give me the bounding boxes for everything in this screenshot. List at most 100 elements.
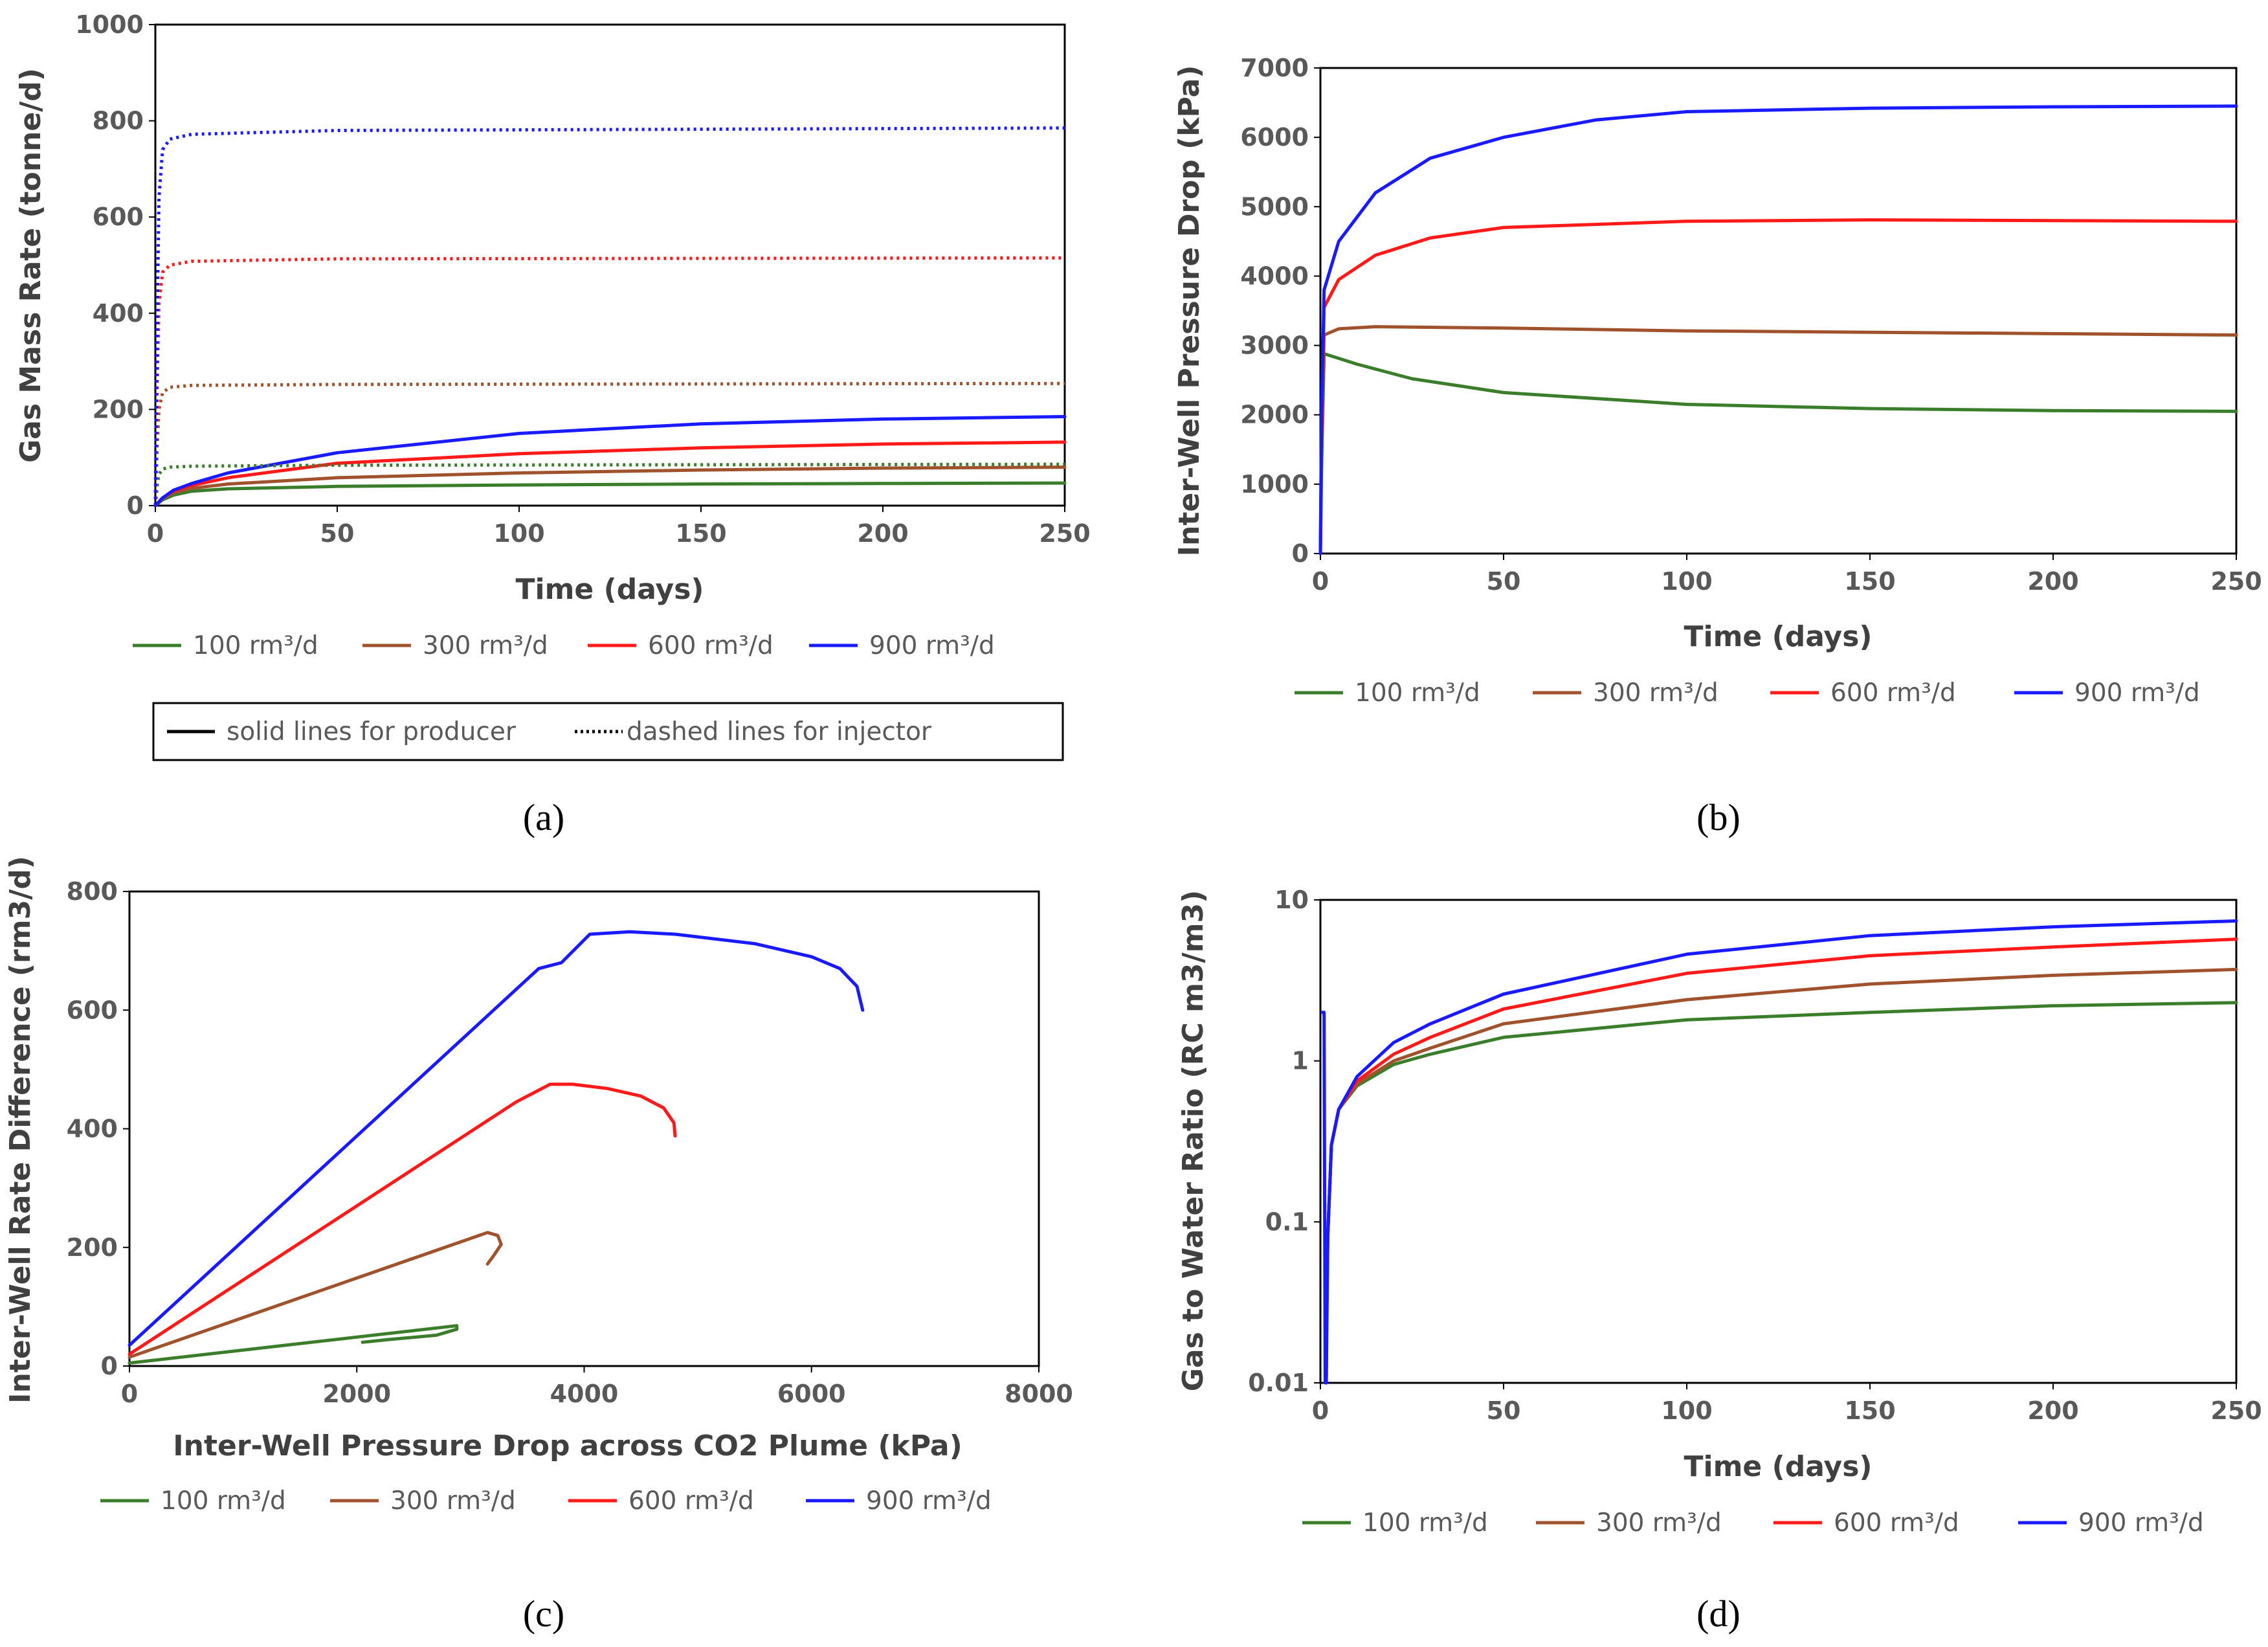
x-tick-label-a-5: 250 [1039,519,1090,548]
y-tick-label-d-0: 0.01 [1248,1369,1309,1397]
legend-label-600-a: 600 rm³/d [648,631,773,660]
x-tick-label-c-0: 0 [121,1380,138,1408]
legend-label-600-d: 600 rm³/d [1834,1508,1959,1538]
legend-label-300-c: 300 rm³/d [390,1486,516,1516]
x-tick-label-a-2: 100 [493,519,544,548]
x-tick-label-c-2: 4000 [550,1380,619,1408]
dotted-line-note: dashed lines for injector [627,717,932,746]
legend-label-300-a: 300 rm³/d [423,631,548,660]
legend-a: 100 rm³/d 300 rm³/d 600 rm³/d 900 rm³/d [133,631,995,660]
x-axis-title-c: Inter-Well Pressure Drop across CO2 Plum… [173,1429,962,1462]
series-line-b-900 [1318,104,2238,555]
plot-area-c [128,890,1040,1367]
legend-label-100-b: 100 rm³/d [1355,678,1480,708]
plot-area-a [154,23,1066,507]
x-tick-label-a-1: 50 [320,519,355,548]
x-tick-label-b-1: 50 [1487,567,1521,596]
y-tick-label-a-4: 800 [93,107,144,135]
x-tick-label-b-0: 0 [1312,567,1329,596]
y-tick-label-c-0: 0 [101,1352,118,1380]
caption-c: (c) [523,1593,564,1635]
y-tick-label-b-5: 5000 [1240,192,1309,221]
caption-d: (d) [1696,1593,1740,1635]
y-axis-title-a: Gas Mass Rate (tonne/d) [14,68,47,463]
legend-label-900-c: 900 rm³/d [866,1486,992,1516]
solid-line-note: solid lines for producer [227,717,517,746]
x-tick-label-c-3: 6000 [777,1380,846,1408]
series-line-b-100 [1318,352,2238,555]
series-line-d-100 [1324,1001,2238,1385]
x-tick-label-b-4: 200 [2027,567,2078,596]
x-axis-title-b: Time (days) [1684,620,1872,653]
x-axis-title-d: Time (days) [1684,1450,1872,1483]
series-line-c-100 [128,1324,459,1365]
x-tick-label-d-2: 100 [1661,1396,1712,1425]
legend-d: 100 rm³/d 300 rm³/d 600 rm³/d 900 rm³/d [1302,1508,2204,1538]
x-tick-label-d-5: 250 [2210,1396,2262,1425]
x-tick-label-a-3: 150 [675,519,726,548]
legend-label-900-a: 900 rm³/d [869,631,995,660]
legend-b: 100 rm³/d 300 rm³/d 600 rm³/d 900 rm³/d [1295,678,2200,708]
legend-label-600-b: 600 rm³/d [1830,678,1956,708]
line-style-note-box [152,702,1064,761]
series-line-a-producer-100 [153,481,1067,508]
x-tick-label-b-3: 150 [1844,567,1895,596]
legend-label-100-a: 100 rm³/d [193,631,318,660]
caption-a: (a) [523,796,564,838]
plot-area-b [1319,67,2238,555]
series-line-c-900 [128,930,865,1347]
y-tick-label-b-3: 3000 [1240,331,1309,360]
legend-label-300-d: 300 rm³/d [1596,1508,1722,1538]
y-axis-title-c: Inter-Well Rate Difference (rm3/d) [4,856,37,1404]
y-tick-label-a-1: 200 [93,395,144,423]
y-tick-label-a-0: 0 [127,491,144,520]
x-tick-label-c-4: 8000 [1005,1380,1073,1408]
x-tick-label-a-0: 0 [147,519,164,548]
x-tick-label-b-2: 100 [1661,567,1712,596]
y-tick-label-a-5: 1000 [75,10,144,39]
y-tick-label-b-6: 6000 [1240,123,1309,151]
chart-panel-d: Time (days) Gas to Water Ratio (RC m3/m3… [1177,886,2262,1635]
legend-label-900-d: 900 rm³/d [2078,1508,2204,1538]
y-tick-label-d-2: 1 [1292,1047,1309,1075]
x-tick-label-d-1: 50 [1487,1396,1521,1425]
y-tick-label-a-3: 600 [93,203,144,231]
legend-label-100-d: 100 rm³/d [1362,1508,1488,1538]
series-line-b-300 [1318,325,2238,555]
chart-panel-b: Time (days) Inter-Well Pressure Drop (kP… [1173,54,2262,838]
y-tick-label-b-1: 1000 [1240,470,1309,499]
y-tick-label-c-3: 600 [67,996,118,1024]
series-line-c-300 [128,1231,503,1359]
x-tick-label-a-4: 200 [857,519,908,548]
y-tick-label-b-4: 4000 [1240,262,1309,290]
y-tick-label-c-4: 800 [67,877,118,906]
y-tick-label-b-2: 2000 [1240,401,1309,429]
y-tick-label-c-2: 400 [67,1115,118,1143]
series-line-d-300 [1324,967,2238,1385]
series-line-a-producer-600 [153,440,1067,508]
legend-c: 100 rm³/d 300 rm³/d 600 rm³/d 900 rm³/d [100,1486,992,1516]
caption-b: (b) [1696,796,1740,838]
plot-area-d [1319,899,2238,1384]
x-axis-title-a: Time (days) [515,573,704,606]
legend-label-600-c: 600 rm³/d [628,1486,754,1516]
series-line-c-600 [128,1082,677,1356]
x-tick-label-d-4: 200 [2027,1396,2078,1425]
x-tick-label-c-1: 2000 [322,1380,391,1408]
y-tick-label-d-3: 10 [1274,886,1309,914]
chart-panel-c: Inter-Well Pressure Drop across CO2 Plum… [4,856,1073,1635]
x-tick-label-b-5: 250 [2210,567,2262,596]
y-tick-label-d-1: 0.1 [1265,1207,1309,1236]
series-line-d-900 [1320,919,2238,1385]
y-axis-title-d: Gas to Water Ratio (RC m3/m3) [1177,890,1210,1391]
series-line-a-injector-900 [153,126,1065,506]
y-axis-title-b: Inter-Well Pressure Drop (kPa) [1173,65,1206,557]
series-line-a-injector-300 [153,381,1065,506]
chart-panel-a: Time (days) Gas Mass Rate (tonne/d) 100 … [14,10,1091,838]
y-tick-label-c-1: 200 [67,1233,118,1262]
legend-label-100-c: 100 rm³/d [161,1486,286,1516]
y-tick-label-a-2: 400 [93,299,144,328]
line-style-note: solid lines for producer dashed lines fo… [152,702,1064,761]
legend-label-300-b: 300 rm³/d [1593,678,1718,708]
